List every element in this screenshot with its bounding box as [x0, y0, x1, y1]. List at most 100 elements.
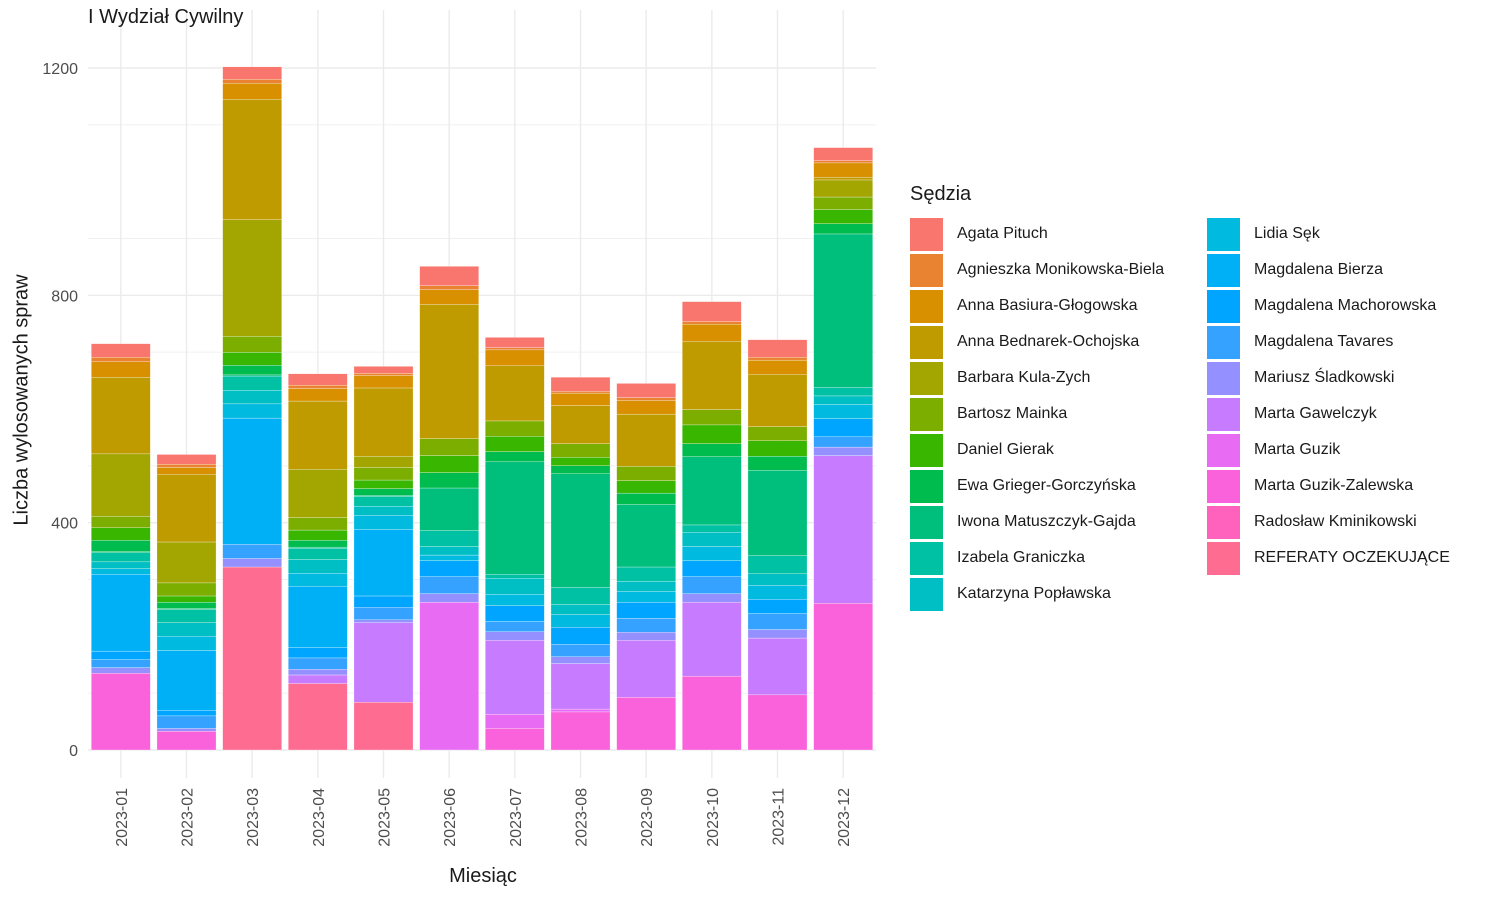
bar-segment: [156, 608, 217, 610]
bar-segment: [353, 702, 414, 751]
bar-segment: [222, 336, 282, 353]
bar-segment: [682, 532, 742, 547]
y-tick-label: 0: [69, 743, 78, 760]
bar-segment: [616, 413, 676, 467]
bar-segment: [485, 728, 545, 751]
bar-segment: [419, 304, 479, 439]
bar-segment: [353, 366, 414, 374]
bar-segment: [747, 357, 808, 361]
bar-segment: [156, 728, 217, 732]
bar-segment: [156, 582, 217, 597]
bar-segment: [156, 541, 217, 584]
bar-segment: [616, 602, 676, 619]
legend-label: Magdalena Bierza: [1254, 261, 1383, 278]
bar-segment: [813, 395, 873, 405]
legend-item: Magdalena Bierza: [1207, 252, 1450, 288]
bar-segment: [156, 463, 217, 468]
y-tick-label: 800: [51, 288, 78, 305]
bar-segment: [91, 673, 151, 751]
legend-item: Magdalena Tavares: [1207, 324, 1450, 360]
bars: [91, 66, 873, 751]
bar-segment: [353, 387, 414, 457]
bar-segment: [222, 352, 282, 366]
bar-segment: [419, 455, 479, 473]
bar-segment: [550, 392, 611, 406]
bar-segment: [682, 324, 742, 342]
legend-swatch: [910, 217, 943, 251]
bar-segment: [288, 469, 348, 518]
bar-segment: [353, 496, 414, 507]
bar-segment: [550, 391, 611, 394]
bar-segment: [353, 607, 414, 621]
x-tick-label: 2023-07: [508, 788, 525, 847]
bar-segment: [616, 632, 676, 641]
bar-segment: [353, 479, 414, 489]
bar-segment: [91, 527, 151, 541]
bar-segment: [550, 614, 611, 628]
x-tick-label: 2023-04: [311, 788, 328, 847]
legend-swatch: [910, 577, 943, 611]
legend-label: Daniel Gierak: [957, 441, 1054, 458]
legend-label: Agnieszka Monikowska-Biela: [957, 261, 1165, 278]
legend-swatch: [1207, 361, 1240, 395]
bar-segment: [222, 390, 282, 405]
bar-segment: [550, 457, 611, 466]
legend-item: Daniel Gierak: [910, 432, 1164, 468]
x-tick-label: 2023-10: [705, 788, 722, 847]
legend-item: Barbara Kula-Zych: [910, 360, 1164, 396]
bar-segment: [616, 397, 676, 401]
bar-segment: [91, 574, 151, 652]
bar-segment: [550, 443, 611, 458]
bar-segment: [747, 426, 808, 441]
bar-segment: [353, 373, 414, 376]
bar-segment: [156, 731, 217, 751]
bar-segment: [91, 361, 151, 378]
bar-segment: [419, 285, 479, 290]
bar-segment: [222, 66, 282, 80]
bar-segment: [156, 710, 217, 717]
x-tick-label: 2023-03: [245, 788, 262, 847]
legend-item: Agata Pituch: [910, 216, 1164, 252]
bar-segment: [419, 593, 479, 603]
bar-segment: [288, 683, 348, 751]
bar-segment: [485, 347, 545, 351]
x-tick-label: 2023-05: [377, 788, 394, 847]
bar-segment: [747, 637, 808, 696]
legend-swatch: [1207, 469, 1240, 503]
bar-segment: [485, 621, 545, 632]
bar-segment: [353, 375, 414, 389]
legend-item: Marta Gawelczyk: [1207, 396, 1450, 432]
legend-swatch: [910, 361, 943, 395]
y-tick-label: 400: [51, 516, 78, 533]
x-tick-label: 2023-11: [771, 788, 788, 846]
bar-segment: [222, 417, 282, 545]
bar-segment: [288, 373, 348, 386]
legend-label: Anna Basiura-Głogowska: [957, 297, 1138, 314]
legend-item: REFERATY OCZEKUJĄCE: [1207, 540, 1450, 576]
legend-item: Lidia Sęk: [1207, 216, 1450, 252]
legend-column: Lidia Sęk Magdalena Bierza Magdalena Macho…: [1207, 216, 1450, 576]
legend-item: Mariusz Śladkowski: [1207, 360, 1450, 396]
bar-segment: [485, 436, 545, 452]
legend-item: Katarzyna Popławska: [910, 576, 1164, 612]
bar-segment: [747, 573, 808, 586]
bar-segment: [222, 219, 282, 337]
bar-segment: [222, 374, 282, 377]
legend-swatch: [910, 253, 943, 287]
bar-segment: [91, 453, 151, 517]
bar-segment: [813, 179, 873, 198]
legend-label: Lidia Sęk: [1254, 225, 1320, 242]
x-tick-label: 2023-08: [574, 788, 591, 847]
x-tick-label: 2023-01: [114, 788, 131, 847]
bar-segment: [222, 403, 282, 419]
bar-segment: [485, 640, 545, 715]
x-axis-ticks: 2023-01 2023-02 2023-03 2023-04 2023-05 2023-…: [114, 788, 853, 847]
bar-segment: [222, 558, 282, 568]
legend-swatch: [1207, 541, 1240, 575]
bar-segment: [813, 223, 873, 235]
bar-segment: [353, 467, 414, 481]
bar-segment: [813, 209, 873, 224]
legend-item: Radosław Kminikowski: [1207, 504, 1450, 540]
bar-segment: [616, 591, 676, 603]
bar-segment: [813, 387, 873, 397]
